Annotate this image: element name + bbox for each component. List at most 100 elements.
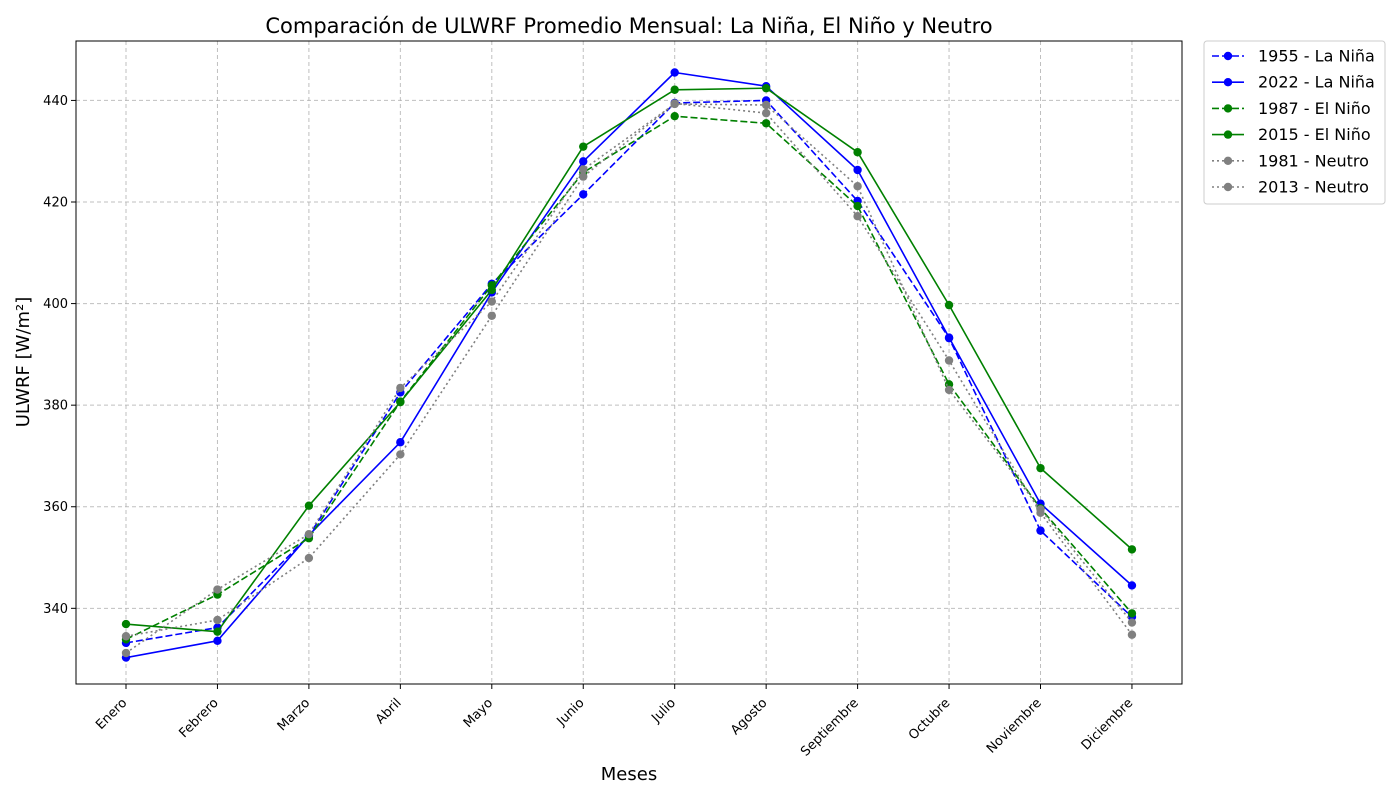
data-point bbox=[761, 100, 771, 110]
y-tick-label: 420 bbox=[43, 196, 68, 211]
legend-marker bbox=[1223, 156, 1233, 165]
data-point bbox=[1127, 618, 1137, 627]
x-tick-label: Noviembre bbox=[984, 696, 1045, 757]
legend-label: 1981 - Neutro bbox=[1258, 151, 1369, 170]
data-point bbox=[670, 68, 679, 77]
legend-marker bbox=[1223, 51, 1233, 61]
data-point bbox=[396, 450, 405, 459]
x-tick-label: Septiembre bbox=[798, 696, 862, 760]
data-point bbox=[487, 311, 496, 320]
y-tick-label: 380 bbox=[43, 399, 68, 414]
data-point bbox=[853, 165, 862, 175]
data-point bbox=[1036, 505, 1045, 514]
data-point bbox=[944, 300, 954, 310]
legend-label: 2022 - La Niña bbox=[1258, 73, 1375, 92]
series-line bbox=[125, 99, 1133, 644]
data-point bbox=[1127, 630, 1137, 639]
data-point bbox=[853, 182, 862, 191]
series-layer bbox=[121, 68, 1137, 662]
data-point bbox=[944, 385, 954, 395]
data-point bbox=[1127, 545, 1137, 554]
y-axis-title: ULWRF [W/m²] bbox=[13, 297, 34, 428]
data-point bbox=[213, 615, 222, 625]
data-point bbox=[396, 438, 405, 447]
data-point bbox=[579, 157, 588, 166]
data-point bbox=[213, 636, 222, 646]
x-tick-label: Febrero bbox=[176, 696, 221, 741]
grid bbox=[76, 41, 1182, 684]
data-point bbox=[487, 285, 496, 295]
data-point bbox=[579, 142, 588, 151]
data-point bbox=[121, 619, 131, 629]
legend-marker bbox=[1223, 78, 1233, 87]
data-point bbox=[761, 119, 771, 128]
legend-label: 2015 - El Niño bbox=[1258, 125, 1371, 144]
data-point bbox=[304, 501, 314, 510]
series-line bbox=[125, 103, 1133, 654]
data-point bbox=[761, 108, 771, 118]
legend-label: 2013 - Neutro bbox=[1258, 178, 1369, 197]
y-tick-label: 340 bbox=[43, 602, 68, 617]
data-point bbox=[213, 585, 222, 594]
x-tick-label: Abril bbox=[373, 696, 405, 728]
x-axis-title: Meses bbox=[601, 764, 657, 785]
y-tick-label: 360 bbox=[43, 500, 68, 515]
data-point bbox=[1127, 609, 1137, 618]
series-line bbox=[125, 87, 1133, 633]
series-3 bbox=[121, 84, 1137, 636]
legend-label: 1955 - La Niña bbox=[1258, 47, 1375, 66]
legend-frame bbox=[1203, 40, 1386, 205]
x-tick-label: Enero bbox=[93, 696, 130, 733]
data-point bbox=[396, 383, 405, 393]
axis-ticks: Enero Febrero Marzo Abril Mayo Junio Julio Agos… bbox=[43, 94, 1136, 760]
data-point bbox=[670, 111, 679, 121]
data-point bbox=[1036, 463, 1045, 473]
data-point bbox=[213, 627, 222, 636]
y-tick-label: 440 bbox=[43, 94, 68, 109]
x-tick-label: Diciembre bbox=[1079, 696, 1137, 754]
x-tick-label: Junio bbox=[554, 696, 588, 730]
y-tick-label: 400 bbox=[43, 297, 68, 312]
x-tick-label: Julio bbox=[648, 696, 679, 727]
x-tick-label: Mayo bbox=[461, 696, 496, 731]
data-point bbox=[853, 148, 862, 157]
data-point bbox=[1036, 526, 1045, 535]
data-point bbox=[396, 397, 405, 407]
data-point bbox=[944, 356, 954, 365]
x-tick-label: Agosto bbox=[728, 696, 770, 738]
data-point bbox=[944, 333, 954, 342]
series-line bbox=[125, 115, 1133, 641]
data-point bbox=[579, 165, 588, 174]
data-point bbox=[761, 84, 771, 93]
legend-marker bbox=[1223, 104, 1233, 113]
series-5 bbox=[121, 99, 1137, 658]
data-point bbox=[304, 529, 314, 539]
data-point bbox=[121, 648, 131, 658]
data-point bbox=[304, 553, 314, 563]
series-line bbox=[125, 71, 1133, 659]
x-tick-label: Octubre bbox=[906, 696, 953, 743]
legend-marker bbox=[1223, 182, 1233, 192]
data-point bbox=[579, 172, 588, 181]
series-line bbox=[125, 102, 1133, 638]
data-point bbox=[121, 632, 131, 641]
data-point bbox=[579, 190, 588, 199]
series-0 bbox=[121, 96, 1137, 648]
chart-title: Comparación de ULWRF Promedio Mensual: L… bbox=[265, 14, 992, 38]
data-point bbox=[670, 85, 679, 94]
x-tick-label: Marzo bbox=[275, 696, 313, 734]
series-4 bbox=[121, 99, 1137, 641]
data-point bbox=[853, 201, 862, 211]
legend-label: 1987 - El Niño bbox=[1258, 99, 1371, 118]
data-point bbox=[487, 297, 496, 306]
series-1 bbox=[121, 68, 1137, 662]
legend: 1955 - La Niña 2022 - La Niña 1987 - El Ni… bbox=[1203, 40, 1386, 205]
data-point bbox=[853, 212, 862, 221]
plot-area-frame bbox=[75, 40, 1183, 685]
data-point bbox=[1127, 581, 1137, 590]
data-point bbox=[670, 99, 679, 109]
legend-marker bbox=[1223, 130, 1233, 139]
series-2 bbox=[121, 111, 1137, 644]
